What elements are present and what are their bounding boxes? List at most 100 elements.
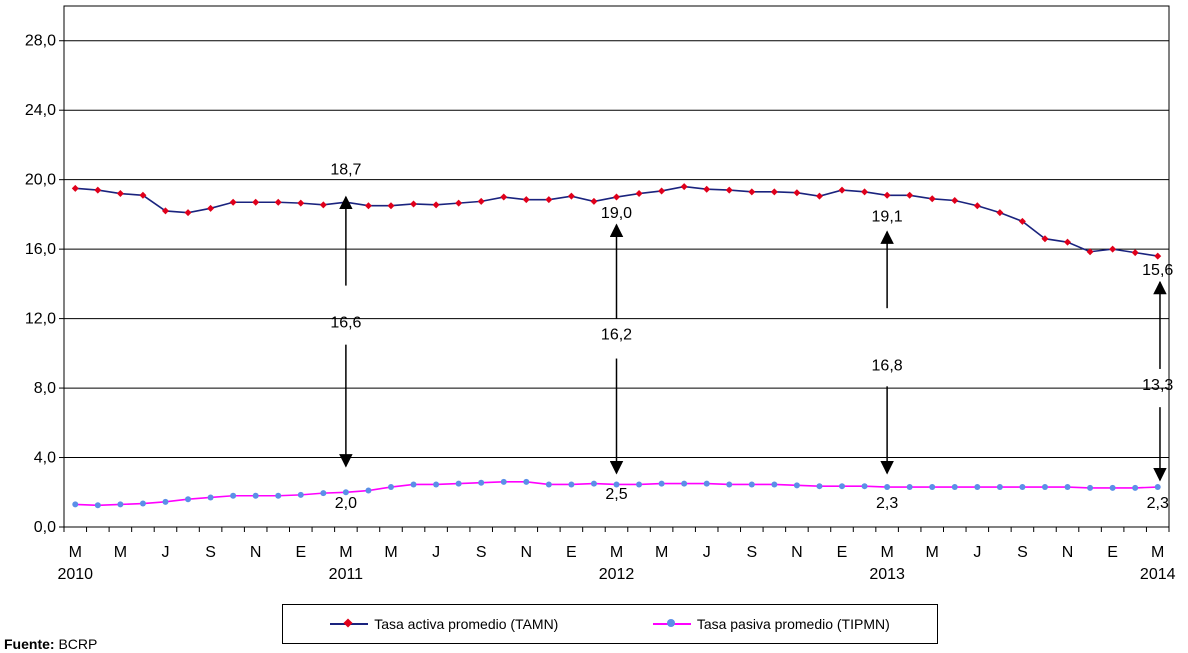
x-year-label: 2012 bbox=[599, 566, 635, 583]
x-tick-label: M bbox=[339, 544, 352, 561]
x-tick-label: S bbox=[205, 544, 216, 561]
y-tick-label: 4,0 bbox=[34, 450, 56, 467]
data-point-tamn bbox=[161, 207, 169, 215]
data-point-tipmn bbox=[929, 484, 936, 491]
data-point-tamn bbox=[94, 186, 102, 194]
x-tick-label: J bbox=[703, 544, 711, 561]
x-tick-label: M bbox=[69, 544, 82, 561]
data-point-tipmn bbox=[545, 481, 552, 488]
data-point-tamn bbox=[567, 192, 575, 200]
annotation-label: 2,3 bbox=[1147, 495, 1169, 512]
data-point-tipmn bbox=[861, 483, 868, 490]
data-point-tamn bbox=[229, 198, 237, 206]
data-point-tipmn bbox=[590, 480, 597, 487]
data-point-tipmn bbox=[1064, 484, 1071, 491]
data-point-tipmn bbox=[72, 501, 79, 508]
data-point-tipmn bbox=[951, 484, 958, 491]
data-point-tipmn bbox=[906, 484, 913, 491]
data-point-tamn bbox=[319, 201, 327, 209]
annotation-label: 13,3 bbox=[1142, 377, 1173, 394]
data-point-tamn bbox=[1086, 248, 1094, 256]
data-point-tipmn bbox=[748, 481, 755, 488]
y-tick-label: 16,0 bbox=[25, 241, 56, 258]
data-point-tipmn bbox=[839, 483, 846, 490]
data-point-tipmn bbox=[1019, 484, 1026, 491]
x-tick-label: M bbox=[114, 544, 127, 561]
data-point-tipmn bbox=[252, 492, 259, 499]
data-point-tipmn bbox=[613, 481, 620, 488]
data-point-tamn bbox=[928, 195, 936, 203]
x-tick-label: N bbox=[250, 544, 262, 561]
data-point-tamn bbox=[1041, 235, 1049, 243]
legend-tipmn-swatch-icon bbox=[652, 618, 691, 630]
data-point-tamn bbox=[455, 199, 463, 207]
x-tick-label: M bbox=[1151, 544, 1164, 561]
legend-tamn-swatch-icon bbox=[330, 618, 369, 630]
annotation-label: 15,6 bbox=[1142, 262, 1173, 279]
y-tick-label: 12,0 bbox=[25, 311, 56, 328]
data-point-tipmn bbox=[207, 494, 214, 501]
data-point-tipmn bbox=[636, 481, 643, 488]
data-point-tamn bbox=[951, 197, 959, 205]
annotation-label: 18,7 bbox=[330, 161, 361, 178]
x-tick-label: M bbox=[880, 544, 893, 561]
data-point-tipmn bbox=[703, 480, 710, 487]
x-tick-label: S bbox=[746, 544, 757, 561]
y-tick-label: 28,0 bbox=[25, 33, 56, 50]
y-tick-label: 24,0 bbox=[25, 102, 56, 119]
data-point-tamn bbox=[838, 186, 846, 194]
data-point-tipmn bbox=[455, 480, 462, 487]
x-tick-label: J bbox=[432, 544, 440, 561]
data-point-tamn bbox=[116, 190, 124, 198]
data-point-tipmn bbox=[117, 501, 124, 508]
data-point-tipmn bbox=[726, 481, 733, 488]
data-point-tamn bbox=[793, 189, 801, 197]
x-year-label: 2013 bbox=[869, 566, 905, 583]
data-point-tipmn bbox=[793, 482, 800, 489]
legend-item-tamn: Tasa activa promedio (TAMN) bbox=[330, 616, 558, 632]
x-tick-label: S bbox=[476, 544, 487, 561]
data-point-tipmn bbox=[410, 481, 417, 488]
data-point-tamn bbox=[274, 198, 282, 206]
data-point-tipmn bbox=[523, 478, 530, 485]
data-point-tipmn bbox=[433, 481, 440, 488]
data-point-tamn bbox=[973, 202, 981, 210]
data-point-tipmn bbox=[387, 484, 394, 491]
data-point-tamn bbox=[432, 201, 440, 209]
data-point-tipmn bbox=[162, 498, 169, 505]
x-tick-label: S bbox=[1017, 544, 1028, 561]
data-point-tamn bbox=[545, 196, 553, 204]
data-point-tipmn bbox=[771, 481, 778, 488]
x-tick-label: J bbox=[973, 544, 981, 561]
data-point-tipmn bbox=[94, 502, 101, 509]
data-point-tipmn bbox=[568, 481, 575, 488]
data-point-tipmn bbox=[478, 479, 485, 486]
data-point-tamn bbox=[139, 191, 147, 199]
source-label: Fuente: bbox=[4, 636, 55, 652]
data-point-tipmn bbox=[1109, 484, 1116, 491]
data-point-tamn bbox=[590, 197, 598, 205]
data-point-tipmn bbox=[297, 491, 304, 498]
data-point-tamn bbox=[883, 191, 891, 199]
line-chart: 0,0 4,0 8,0 12,0 16,0 20,0 24,0 28,0 M M J S N E M M J S N… bbox=[25, 5, 1176, 583]
data-point-tamn bbox=[658, 187, 666, 195]
data-point-tipmn bbox=[1087, 484, 1094, 491]
data-point-tamn bbox=[387, 202, 395, 210]
data-point-tamn bbox=[613, 193, 620, 201]
annotation-label: 19,0 bbox=[601, 205, 632, 222]
data-point-tipmn bbox=[884, 484, 891, 491]
annotation-label: 16,6 bbox=[330, 314, 361, 331]
data-point-tipmn bbox=[275, 492, 282, 499]
x-year-label: 2014 bbox=[1140, 566, 1176, 583]
data-point-tipmn bbox=[230, 492, 237, 499]
data-point-tamn bbox=[297, 199, 305, 207]
data-point-tamn bbox=[71, 184, 79, 192]
data-point-tamn bbox=[1154, 252, 1162, 260]
data-point-tamn bbox=[252, 198, 260, 206]
legend-item-tipmn: Tasa pasiva promedio (TIPMN) bbox=[652, 616, 890, 632]
x-tick-label: E bbox=[566, 544, 577, 561]
annotation-label: 16,8 bbox=[872, 358, 903, 375]
annotation-label: 2,0 bbox=[335, 495, 357, 512]
source-note: Fuente: BCRP bbox=[4, 636, 97, 652]
data-point-tamn bbox=[1018, 217, 1026, 225]
